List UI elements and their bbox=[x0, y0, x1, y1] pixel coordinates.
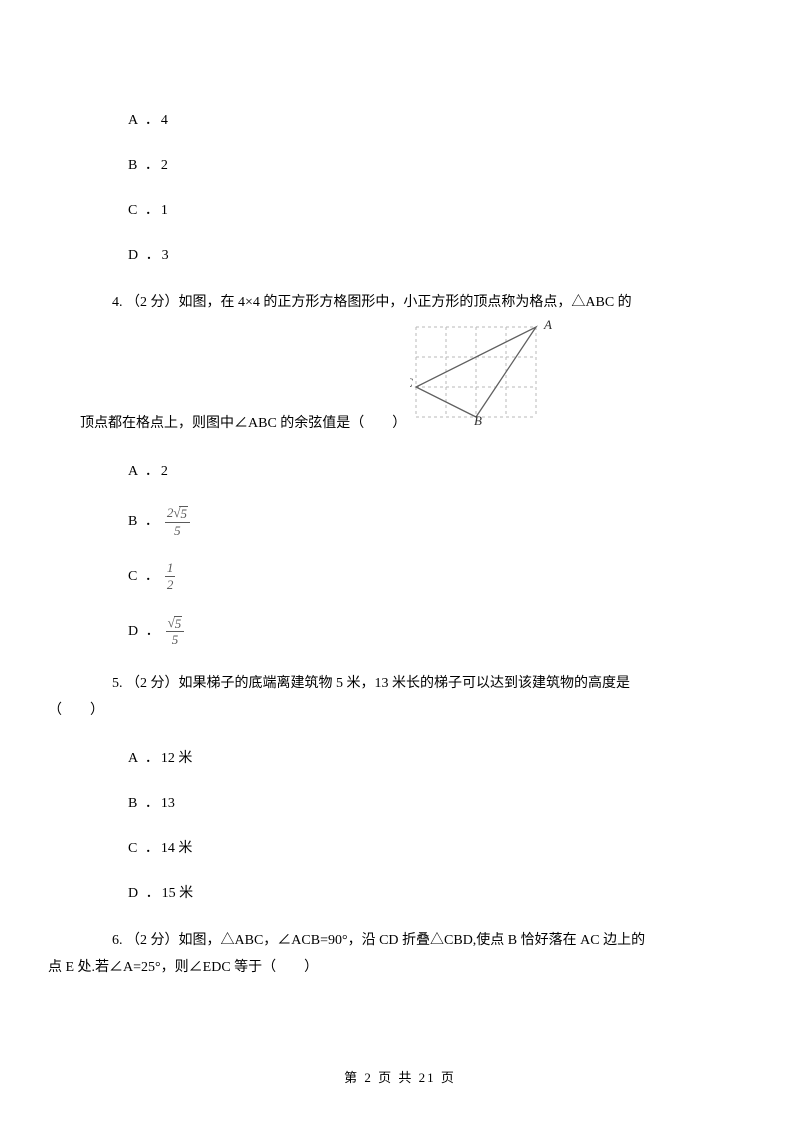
numerator: 2√5 bbox=[165, 506, 190, 523]
grid-figure: A B C bbox=[410, 317, 560, 438]
option-label: A ． bbox=[128, 748, 161, 769]
q5-option-b: B ． 13 bbox=[128, 793, 720, 814]
denominator: 2 bbox=[167, 577, 174, 592]
prev-option-d: D ． 3 bbox=[128, 245, 720, 266]
radicand: 5 bbox=[179, 506, 188, 521]
triangle-grid-svg: A B C bbox=[410, 317, 560, 427]
denominator: 5 bbox=[172, 632, 179, 647]
q4-option-d: D ． √5 5 bbox=[128, 616, 720, 647]
q4-option-b: B ． 2√5 5 bbox=[128, 506, 720, 537]
option-value: 4 bbox=[161, 110, 168, 131]
option-label: C ． bbox=[128, 566, 161, 587]
option-label: A ． bbox=[128, 110, 161, 131]
radicand: 5 bbox=[174, 616, 183, 631]
option-value: 1 bbox=[161, 200, 168, 221]
option-label: B ． bbox=[128, 511, 161, 532]
question-4-line2-row: 顶点都在格点上，则图中∠ABC 的余弦值是（ ） A B C bbox=[80, 317, 720, 438]
question-4-line1: 4. （2 分）如图，在 4×4 的正方形方格图形中，小正方形的顶点称为格点，△… bbox=[80, 290, 720, 317]
option-label: D ． bbox=[128, 245, 162, 266]
question-6: 6. （2 分）如图，△ABC，∠ACB=90°，沿 CD 折叠△CBD,使点 … bbox=[80, 928, 720, 981]
question-5-line2: （ ） bbox=[48, 703, 104, 718]
page-content: A ． 4 B ． 2 C ． 1 D ． 3 4. （2 分）如图，在 4×4… bbox=[0, 0, 800, 981]
q5-option-c: C ． 14 米 bbox=[128, 838, 720, 859]
question-6-line1: 6. （2 分）如图，△ABC，∠ACB=90°，沿 CD 折叠△CBD,使点 … bbox=[112, 933, 645, 948]
prev-option-a: A ． 4 bbox=[128, 110, 720, 131]
fraction: 2√5 5 bbox=[165, 506, 190, 537]
question-4: 4. （2 分）如图，在 4×4 的正方形方格图形中，小正方形的顶点称为格点，△… bbox=[80, 290, 720, 437]
numerator: 1 bbox=[165, 561, 176, 577]
option-label: C ． bbox=[128, 838, 161, 859]
option-value: 3 bbox=[162, 245, 169, 266]
q4-option-a: A ． 2 bbox=[128, 461, 720, 482]
prev-option-b: B ． 2 bbox=[128, 155, 720, 176]
option-value: 15 米 bbox=[162, 883, 194, 904]
q5-option-d: D ． 15 米 bbox=[128, 883, 720, 904]
numerator: √5 bbox=[166, 616, 185, 633]
sqrt: √5 bbox=[173, 506, 188, 521]
page-footer: 第 2 页 共 21 页 bbox=[0, 1067, 800, 1086]
fraction: 1 2 bbox=[165, 561, 176, 591]
question-4-line2: 顶点都在格点上，则图中∠ABC 的余弦值是（ ） bbox=[80, 411, 406, 438]
svg-text:A: A bbox=[543, 317, 552, 332]
question-5-line1: 5. （2 分）如果梯子的底端离建筑物 5 米，13 米长的梯子可以达到该建筑物… bbox=[112, 676, 630, 691]
option-label: A ． bbox=[128, 461, 161, 482]
svg-text:B: B bbox=[474, 413, 482, 427]
option-value: 12 米 bbox=[161, 748, 193, 769]
option-value: 2 bbox=[161, 155, 168, 176]
svg-text:C: C bbox=[410, 375, 413, 390]
option-label: C ． bbox=[128, 200, 161, 221]
denominator: 5 bbox=[174, 523, 181, 538]
q5-option-a: A ． 12 米 bbox=[128, 748, 720, 769]
sqrt: √5 bbox=[168, 616, 183, 631]
option-label: B ． bbox=[128, 793, 161, 814]
option-value: 13 bbox=[161, 793, 175, 814]
option-value: 14 米 bbox=[161, 838, 193, 859]
q4-option-c: C ． 1 2 bbox=[128, 561, 720, 591]
question-5: 5. （2 分）如果梯子的底端离建筑物 5 米，13 米长的梯子可以达到该建筑物… bbox=[80, 671, 720, 724]
fraction: √5 5 bbox=[166, 616, 185, 647]
option-label: B ． bbox=[128, 155, 161, 176]
option-value: 2 bbox=[161, 461, 168, 482]
prev-option-c: C ． 1 bbox=[128, 200, 720, 221]
question-6-line2: 点 E 处.若∠A=25°，则∠EDC 等于（ ） bbox=[48, 960, 318, 975]
option-label: D ． bbox=[128, 621, 162, 642]
option-label: D ． bbox=[128, 883, 162, 904]
